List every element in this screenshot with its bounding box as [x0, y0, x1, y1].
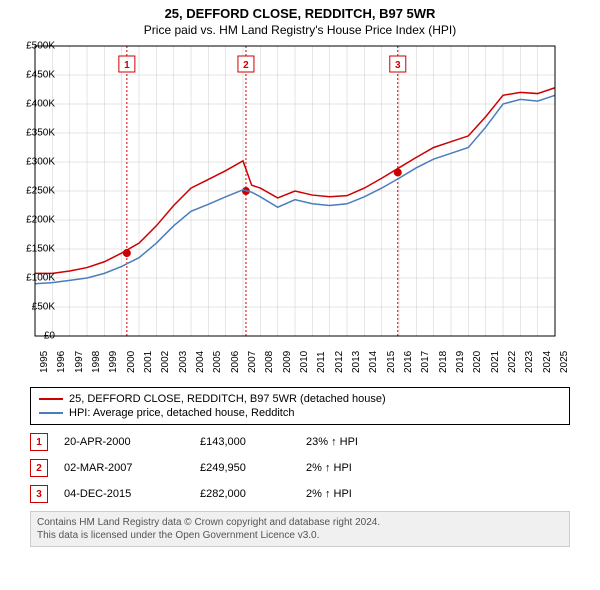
footer-line: Contains HM Land Registry data © Crown c…	[37, 516, 563, 529]
x-axis-label: 2005	[212, 351, 223, 373]
y-axis-label: £500K	[15, 41, 55, 52]
legend-item: HPI: Average price, detached house, Redd…	[39, 406, 561, 420]
legend-item: 25, DEFFORD CLOSE, REDDITCH, B97 5WR (de…	[39, 392, 561, 406]
marker-row: 3 04-DEC-2015 £282,000 2% ↑ HPI	[30, 481, 570, 507]
y-axis-label: £100K	[15, 273, 55, 284]
legend-swatch	[39, 412, 63, 414]
marker-number-box: 2	[30, 459, 48, 477]
x-axis-label: 2016	[403, 351, 414, 373]
y-axis-label: £400K	[15, 99, 55, 110]
marker-number-box: 1	[30, 433, 48, 451]
svg-text:3: 3	[395, 60, 401, 71]
x-axis-label: 1996	[56, 351, 67, 373]
marker-pct: 2% ↑ HPI	[306, 488, 426, 500]
x-axis-label: 2006	[230, 351, 241, 373]
x-axis-label: 2021	[490, 351, 501, 373]
marker-pct: 2% ↑ HPI	[306, 462, 426, 474]
x-axis-label: 2013	[351, 351, 362, 373]
y-axis-label: £200K	[15, 215, 55, 226]
y-axis-label: £50K	[15, 302, 55, 313]
x-axis-label: 2024	[542, 351, 553, 373]
x-axis-label: 1995	[39, 351, 50, 373]
x-axis-label: 2000	[126, 351, 137, 373]
page-title: 25, DEFFORD CLOSE, REDDITCH, B97 5WR	[0, 0, 600, 21]
svg-text:1: 1	[124, 60, 130, 71]
legend-label: 25, DEFFORD CLOSE, REDDITCH, B97 5WR (de…	[69, 393, 386, 405]
marker-price: £143,000	[200, 436, 290, 448]
footer-attribution: Contains HM Land Registry data © Crown c…	[30, 511, 570, 547]
y-axis-label: £300K	[15, 157, 55, 168]
y-axis-label: £450K	[15, 70, 55, 81]
legend: 25, DEFFORD CLOSE, REDDITCH, B97 5WR (de…	[30, 387, 570, 425]
x-axis-label: 2012	[334, 351, 345, 373]
x-axis-label: 2008	[264, 351, 275, 373]
footer-line: This data is licensed under the Open Gov…	[37, 529, 563, 542]
x-axis-label: 1998	[91, 351, 102, 373]
marker-date: 04-DEC-2015	[64, 488, 184, 500]
x-axis-label: 2022	[507, 351, 518, 373]
marker-date: 02-MAR-2007	[64, 462, 184, 474]
x-axis-label: 2003	[178, 351, 189, 373]
x-axis-label: 2002	[160, 351, 171, 373]
legend-swatch	[39, 398, 63, 400]
marker-price: £249,950	[200, 462, 290, 474]
marker-price: £282,000	[200, 488, 290, 500]
y-axis-label: £350K	[15, 128, 55, 139]
price-chart: 1 2 3	[30, 41, 560, 341]
legend-label: HPI: Average price, detached house, Redd…	[69, 407, 294, 419]
page-subtitle: Price paid vs. HM Land Registry's House …	[0, 21, 600, 41]
marker-pct: 23% ↑ HPI	[306, 436, 426, 448]
marker-table: 1 20-APR-2000 £143,000 23% ↑ HPI 2 02-MA…	[30, 429, 570, 507]
x-axis-label: 1999	[108, 351, 119, 373]
svg-text:2: 2	[243, 60, 249, 71]
marker-row: 1 20-APR-2000 £143,000 23% ↑ HPI	[30, 429, 570, 455]
x-axis-label: 2007	[247, 351, 258, 373]
chart-area: 123 £0£50K£100K£150K£200K£250K£300K£350K…	[30, 41, 590, 381]
x-axis-label: 2014	[368, 351, 379, 373]
x-axis-label: 2011	[316, 351, 327, 373]
x-axis-label: 2001	[143, 351, 154, 373]
marker-row: 2 02-MAR-2007 £249,950 2% ↑ HPI	[30, 455, 570, 481]
x-axis-label: 2023	[524, 351, 535, 373]
x-axis-label: 2020	[472, 351, 483, 373]
y-axis-label: £250K	[15, 186, 55, 197]
x-axis-label: 2004	[195, 351, 206, 373]
x-axis-label: 2019	[455, 351, 466, 373]
x-axis-label: 2010	[299, 351, 310, 373]
x-axis-label: 2025	[559, 351, 570, 373]
x-axis-label: 2009	[282, 351, 293, 373]
x-axis-label: 2017	[420, 351, 431, 373]
marker-number-box: 3	[30, 485, 48, 503]
y-axis-label: £150K	[15, 244, 55, 255]
y-axis-label: £0	[15, 331, 55, 342]
marker-date: 20-APR-2000	[64, 436, 184, 448]
x-axis-label: 1997	[74, 351, 85, 373]
x-axis-label: 2015	[386, 351, 397, 373]
x-axis-label: 2018	[438, 351, 449, 373]
